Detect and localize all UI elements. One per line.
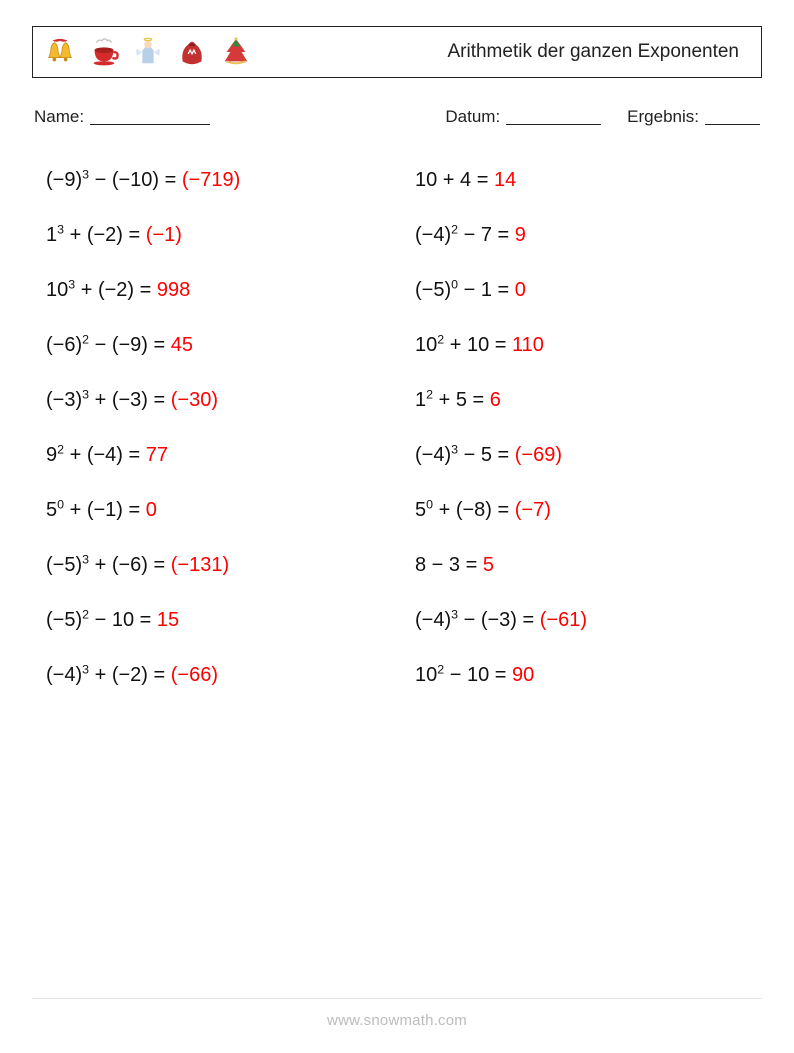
date-blank [506,107,601,125]
problem-answer: (−69) [515,444,562,466]
problem-item: (−4)3 + (−2) = (−66) [46,664,385,687]
date-label: Datum: [445,107,500,127]
problem-expression: (−5)0 − 1 = [415,279,515,301]
problem-answer: 0 [146,499,157,521]
worksheet-title: Arithmetik der ganzen Exponenten [447,41,739,63]
problem-answer: 77 [146,444,168,466]
problem-answer: 110 [512,334,544,356]
cup-icon [89,37,119,67]
problem-expression: 103 + (−2) = [46,279,157,301]
problem-answer: 5 [483,554,494,576]
problem-item: (−4)2 − 7 = 9 [415,224,754,247]
problem-expression: (−3)3 + (−3) = [46,389,171,411]
problem-answer: 14 [494,169,516,191]
problems-grid: (−9)3 − (−10) = (−719) 10 + 4 = 14 13 + (−… [46,169,754,687]
problem-expression: (−5)2 − 10 = [46,609,157,631]
problem-expression: 50 + (−8) = [415,499,515,521]
problem-answer: (−30) [171,389,218,411]
problem-answer: 6 [490,389,501,411]
problem-item: 102 + 10 = 110 [415,334,754,357]
problem-expression: 50 + (−1) = [46,499,146,521]
problem-item: (−3)3 + (−3) = (−30) [46,389,385,412]
problem-item: 92 + (−4) = 77 [46,444,385,467]
header-box: Arithmetik der ganzen Exponenten [32,26,762,78]
problem-answer: 0 [515,279,526,301]
problem-expression: (−4)2 − 7 = [415,224,515,246]
sack-icon [177,37,207,67]
footer-text: www.snowmath.com [0,1012,794,1029]
problem-expression: 8 − 3 = [415,554,483,576]
problem-item: 10 + 4 = 14 [415,169,754,192]
icon-row [45,37,251,67]
problem-item: 13 + (−2) = (−1) [46,224,385,247]
footer-rule [32,998,762,999]
problem-answer: 998 [157,279,190,301]
problem-item: 103 + (−2) = 998 [46,279,385,302]
problem-item: (−4)3 − 5 = (−69) [415,444,754,467]
problem-expression: (−9)3 − (−10) = [46,169,182,191]
problem-answer: 15 [157,609,179,631]
problem-item: 50 + (−8) = (−7) [415,499,754,522]
problem-item: 12 + 5 = 6 [415,389,754,412]
problem-expression: 102 + 10 = [415,334,512,356]
problem-answer: (−61) [540,609,587,631]
problem-expression: 13 + (−2) = [46,224,146,246]
problem-answer: (−131) [171,554,229,576]
name-label: Name: [34,107,84,127]
problem-expression: (−4)3 + (−2) = [46,664,171,686]
problem-expression: (−6)2 − (−9) = [46,334,171,356]
problem-answer: 45 [171,334,193,356]
problem-expression: (−4)3 − (−3) = [415,609,540,631]
problem-answer: (−66) [171,664,218,686]
problem-item: (−9)3 − (−10) = (−719) [46,169,385,192]
problem-expression: (−5)3 + (−6) = [46,554,171,576]
result-blank [705,107,760,125]
result-label: Ergebnis: [627,107,699,127]
problem-expression: 10 + 4 = [415,169,494,191]
bells-icon [45,37,75,67]
problem-item: (−5)3 + (−6) = (−131) [46,554,385,577]
problem-answer: (−7) [515,499,551,521]
angel-icon [133,37,163,67]
problem-expression: (−4)3 − 5 = [415,444,515,466]
problem-expression: 12 + 5 = [415,389,490,411]
problem-item: (−5)2 − 10 = 15 [46,609,385,632]
problem-item: 50 + (−1) = 0 [46,499,385,522]
problem-answer: (−1) [146,224,182,246]
name-blank [90,107,210,125]
problem-item: (−6)2 − (−9) = 45 [46,334,385,357]
problem-item: 102 − 10 = 90 [415,664,754,687]
problem-item: (−4)3 − (−3) = (−61) [415,609,754,632]
problem-answer: (−719) [182,169,240,191]
problem-expression: 92 + (−4) = [46,444,146,466]
problem-item: (−5)0 − 1 = 0 [415,279,754,302]
problem-answer: 9 [515,224,526,246]
problem-item: 8 − 3 = 5 [415,554,754,577]
meta-row: Name: Datum: Ergebnis: [34,104,760,127]
problem-answer: 90 [512,664,534,686]
problem-expression: 102 − 10 = [415,664,512,686]
hat-icon [221,37,251,67]
